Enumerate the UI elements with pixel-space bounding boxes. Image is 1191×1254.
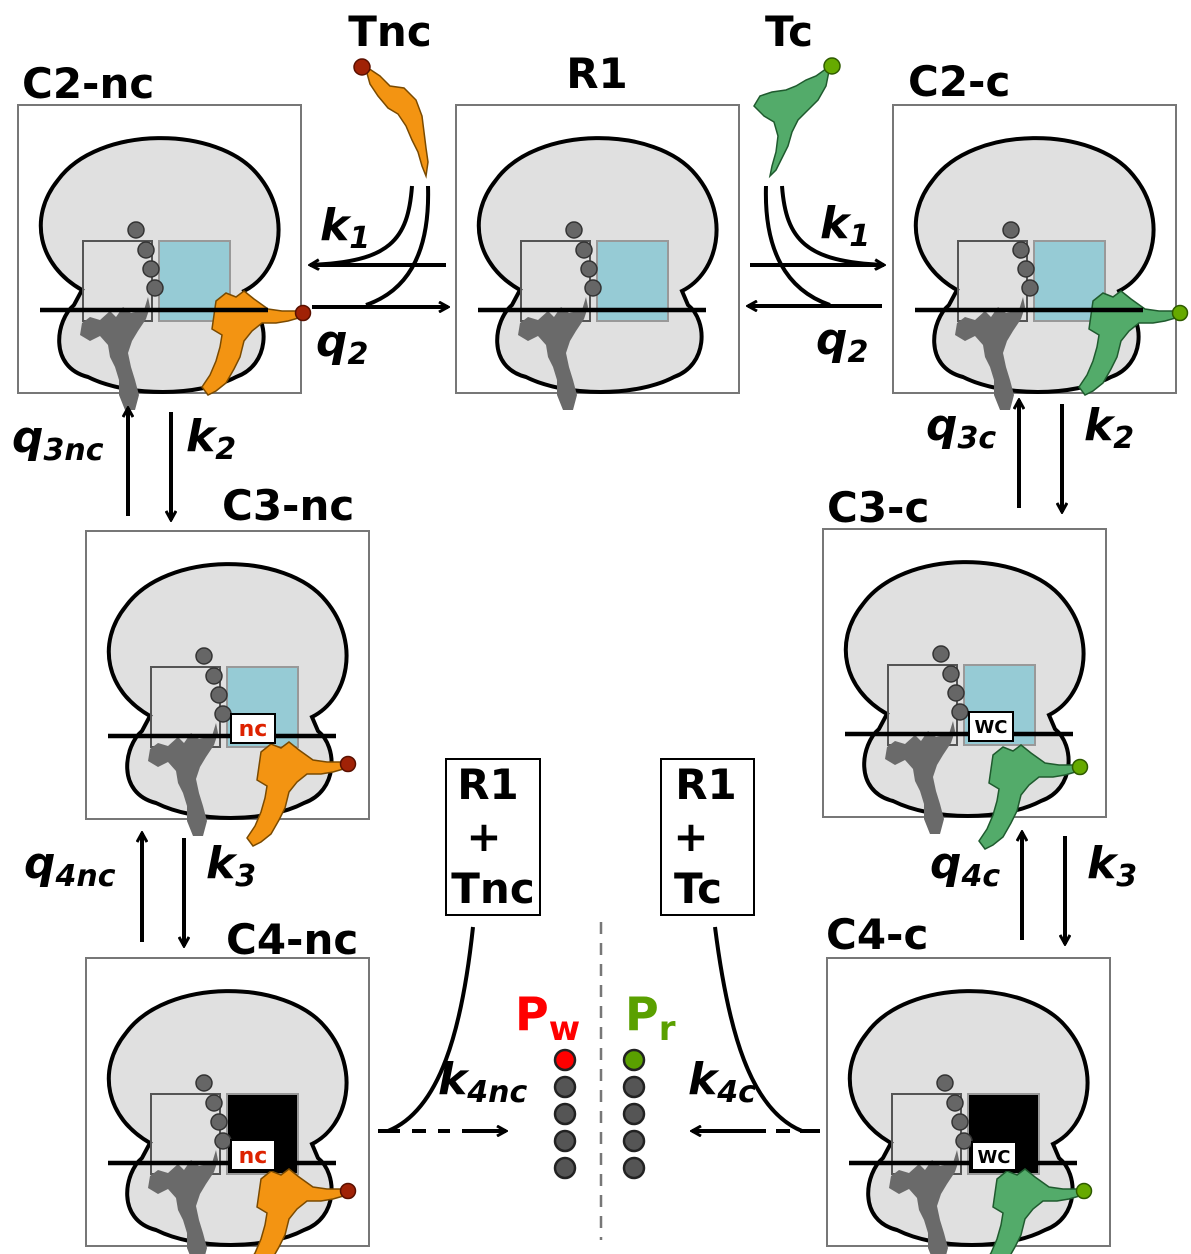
label-c3-nc: C3-nc	[222, 481, 354, 530]
free-trna-c	[753, 57, 841, 179]
nc-tag-c3: nc	[239, 717, 268, 742]
arrows-c2c-c3c	[1019, 400, 1062, 512]
rate-q4c: q4c	[930, 838, 1000, 894]
label-c2-c: C2-c	[908, 57, 1010, 106]
rate-q3c: q3c	[926, 400, 996, 456]
pw-label: Pw	[515, 987, 580, 1049]
product-c-line3: Tc	[674, 864, 722, 913]
rate-k2-left: k2	[186, 411, 236, 467]
peptide-wrong	[553, 1048, 577, 1180]
label-c3-c: C3-c	[827, 483, 929, 532]
rate-k4c: k4c	[688, 1054, 756, 1110]
product-nc-line1: R1	[457, 760, 519, 809]
panel-c2-nc	[16, 103, 312, 411]
wc-tag-c3: WC	[974, 717, 1007, 738]
rate-k2-right: k2	[1084, 400, 1134, 456]
arrows-c3c-c4c	[1022, 832, 1065, 944]
peptide-right	[622, 1048, 646, 1180]
wc-tag-c4: WC	[977, 1147, 1010, 1168]
pr-label: Pr	[625, 987, 676, 1049]
arrows-c2nc-c3nc	[128, 408, 171, 520]
free-trna-nc	[353, 58, 429, 179]
arrows-c3nc-c4nc	[142, 833, 184, 946]
rate-q3nc: q3nc	[12, 412, 104, 468]
label-c4-c: C4-c	[826, 910, 928, 959]
arrows-left-binding	[310, 185, 448, 307]
panel-c4-nc: nc	[84, 956, 371, 1254]
product-box-c: R1 + Tc	[660, 758, 755, 916]
tnc-label: Tnc	[348, 7, 431, 56]
release-path-c	[692, 926, 820, 1131]
panel-r1	[454, 103, 741, 411]
release-path-nc	[378, 926, 506, 1131]
rate-k1-right: k1	[820, 198, 870, 254]
panel-c2-c	[891, 103, 1189, 411]
rate-k3-right: k3	[1087, 838, 1137, 894]
product-nc-line2: +	[466, 812, 501, 861]
panel-c3-nc: nc	[84, 529, 371, 847]
rate-k1-left: k1	[320, 200, 370, 256]
rate-k4nc: k4nc	[438, 1054, 527, 1110]
panel-c4-c: WC	[825, 956, 1112, 1254]
rate-k3-left: k3	[206, 838, 256, 894]
product-c-line2: +	[673, 812, 708, 861]
rate-q2-left: q2	[316, 316, 368, 372]
rate-q4nc: q4nc	[24, 838, 116, 894]
label-r1: R1	[566, 49, 628, 98]
label-c4-nc: C4-nc	[226, 915, 358, 964]
label-c2-nc: C2-nc	[22, 59, 154, 108]
nc-tag-c4: nc	[239, 1144, 268, 1169]
product-box-nc: R1 + Tnc	[445, 758, 541, 916]
product-c-line1: R1	[675, 760, 737, 809]
arrows-right-binding	[748, 185, 884, 306]
product-nc-line3: Tnc	[451, 864, 534, 913]
rate-q2-right: q2	[816, 314, 868, 370]
panel-c3-c: WC	[821, 527, 1108, 850]
tc-label: Tc	[765, 7, 813, 56]
